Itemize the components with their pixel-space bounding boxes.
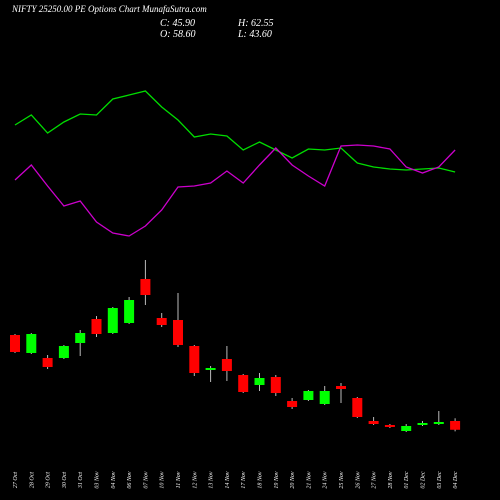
candle-body bbox=[270, 377, 281, 393]
chart-title: NIFTY 25250.00 PE Options Chart MunafaSu… bbox=[11, 4, 207, 14]
x-tick-label: 30 Oct bbox=[62, 472, 68, 489]
x-tick-label: 28 Oct bbox=[29, 472, 35, 488]
x-tick-label: 26 Nov bbox=[355, 471, 361, 489]
x-tick-label: 13 Nov bbox=[209, 471, 215, 489]
x-tick-label: 04 Nov bbox=[110, 471, 117, 489]
x-tick-label: 02 Dec bbox=[421, 471, 427, 488]
ohlc-open: O: 58.60 bbox=[160, 29, 196, 40]
candle-body bbox=[336, 386, 346, 389]
x-tick-label: 07 Nov bbox=[143, 471, 149, 489]
candle-body bbox=[221, 359, 232, 371]
candle-body bbox=[124, 300, 135, 323]
candle-body bbox=[173, 320, 183, 345]
candle-body bbox=[42, 358, 53, 367]
x-tick-label: 24 Nov bbox=[322, 471, 329, 489]
ohlc-low: L: 43.60 bbox=[237, 29, 272, 40]
x-tick-label: 20 Nov bbox=[290, 471, 296, 489]
x-tick-label: 21 Nov bbox=[306, 471, 312, 489]
x-tick-label: 01 Dec bbox=[404, 471, 410, 488]
indicator-line bbox=[14, 144, 456, 237]
x-tick-label: 31 Oct bbox=[78, 472, 84, 489]
candle-body bbox=[254, 378, 265, 385]
candle-body bbox=[433, 422, 444, 424]
x-tick-label: 28 Nov bbox=[388, 471, 394, 489]
candle-body bbox=[189, 346, 200, 373]
candle-body bbox=[91, 319, 102, 334]
ohlc-high: H: 62.55 bbox=[237, 18, 274, 29]
x-tick-label: 11 Nov bbox=[176, 471, 182, 488]
candle-body bbox=[352, 398, 363, 417]
candle-body bbox=[368, 421, 379, 424]
candle-body bbox=[319, 391, 330, 404]
candle-body bbox=[107, 308, 118, 333]
x-tick-label: 18 Nov bbox=[258, 471, 264, 489]
x-tick-label: 06 Nov bbox=[127, 471, 133, 489]
x-tick-label: 27 Nov bbox=[372, 471, 378, 489]
candle-body bbox=[26, 334, 37, 353]
candle-body bbox=[450, 421, 461, 430]
candle-body bbox=[205, 368, 216, 370]
candle-body bbox=[303, 391, 314, 400]
x-tick-label: 12 Nov bbox=[192, 471, 198, 489]
x-tick-label: 17 Nov bbox=[241, 471, 247, 489]
x-tick-label: 03 Dec bbox=[437, 471, 443, 488]
candle-body bbox=[287, 401, 298, 407]
candle-body bbox=[238, 375, 249, 392]
x-tick-label: 10 Nov bbox=[160, 471, 166, 489]
candle-body bbox=[75, 333, 86, 343]
x-tick-label: 25 Nov bbox=[339, 471, 345, 489]
x-tick-label: 14 Nov bbox=[224, 471, 231, 489]
candle-body bbox=[384, 425, 395, 427]
candle-body bbox=[156, 318, 167, 325]
x-tick-label: 19 Nov bbox=[274, 471, 280, 489]
candle-body bbox=[401, 426, 412, 431]
candle-body bbox=[140, 279, 151, 295]
x-tick-label: 27 Oct bbox=[13, 472, 19, 488]
x-tick-label: 03 Nov bbox=[95, 471, 101, 489]
candle-body bbox=[10, 335, 20, 352]
candle-body bbox=[417, 423, 428, 425]
ohlc-close: C: 45.90 bbox=[160, 18, 195, 29]
candle-body bbox=[58, 346, 69, 358]
x-tick-label: 29 Oct bbox=[46, 472, 52, 488]
indicator-line bbox=[14, 90, 456, 173]
x-tick-label: 04 Dec bbox=[452, 471, 459, 488]
